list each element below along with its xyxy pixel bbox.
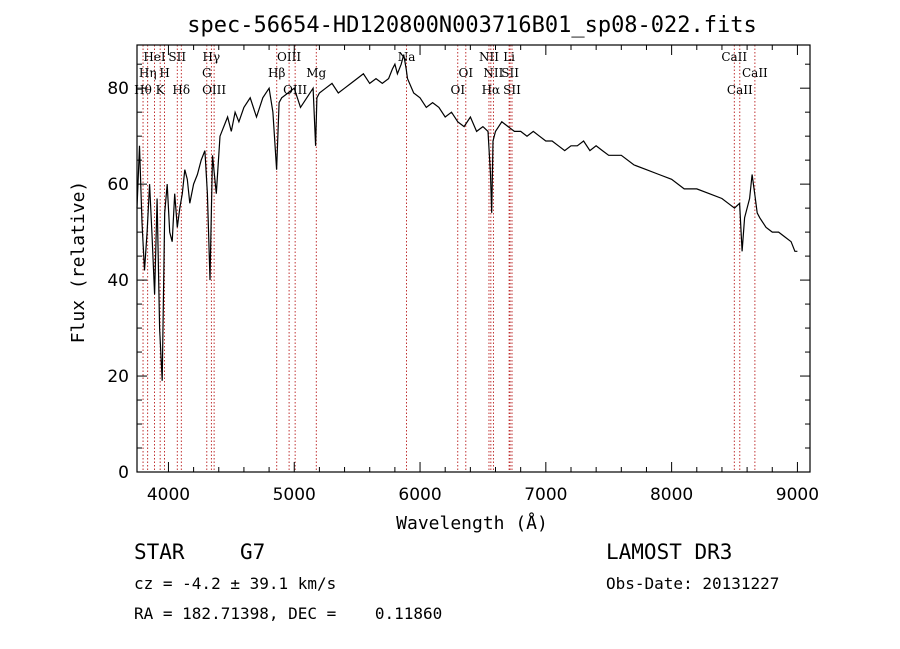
object-class: STAR <box>134 540 185 564</box>
y-tick-label: 20 <box>107 367 129 387</box>
survey-name: LAMOST DR3 <box>606 540 733 564</box>
line-label: G <box>202 66 212 80</box>
line-label: K <box>156 83 166 97</box>
line-label: SII <box>168 50 186 64</box>
line-label: NII <box>479 50 499 64</box>
x-tick-label: 8000 <box>650 485 693 505</box>
observation-date: Obs-Date: 20131227 <box>606 574 780 593</box>
x-axis-label: Wavelength (Å) <box>396 512 548 534</box>
x-tick-label: 5000 <box>273 485 316 505</box>
chart-title: spec-56654-HD120800N003716B01_sp08-022.f… <box>187 13 757 38</box>
line-label: H <box>159 66 169 80</box>
x-tick-label: 4000 <box>147 485 190 505</box>
y-tick-label: 0 <box>118 463 129 483</box>
line-label: Hβ <box>268 66 285 80</box>
line-label: CaII <box>721 50 747 64</box>
x-tick-label: 6000 <box>398 485 441 505</box>
spectral-line-labels: HθHηHeIKHSIIHδHγGOIIIHβOIIIOIIIMgNaOIOIN… <box>134 50 768 97</box>
line-label: OI <box>459 66 474 80</box>
y-tick-label: 80 <box>107 79 129 99</box>
y-tick-label: 60 <box>107 175 129 195</box>
axis-ticks: 4000 5000 6000 7000 8000 9000 0 20 40 60 80 <box>107 45 819 505</box>
line-label: NII <box>483 66 503 80</box>
line-label: Mg <box>306 66 326 80</box>
line-label: Hη <box>139 66 157 80</box>
line-label: CaII <box>742 66 768 80</box>
line-label: Hα <box>482 83 501 97</box>
line-label: SII <box>501 66 519 80</box>
spectrum-line <box>136 54 798 381</box>
line-label: SII <box>503 83 521 97</box>
coordinates-readout: RA = 182.71398, DEC = 0.11860 <box>134 604 443 623</box>
line-label: Hγ <box>203 50 221 64</box>
y-axis-label: Flux (relative) <box>68 181 89 344</box>
line-label: OI <box>450 83 465 97</box>
line-label: HeI <box>143 50 166 64</box>
x-tick-label: 7000 <box>524 485 567 505</box>
y-tick-label: 40 <box>107 271 129 291</box>
redshift-readout: cz = -4.2 ± 39.1 km/s <box>134 574 337 593</box>
line-label: Na <box>398 50 416 64</box>
x-tick-label: 9000 <box>776 485 819 505</box>
line-label: Hθ <box>134 83 152 97</box>
line-label: Hδ <box>172 83 190 97</box>
line-label: OIII <box>202 83 226 97</box>
line-label: OIII <box>277 50 301 64</box>
object-subclass: G7 <box>240 540 266 564</box>
spectral-line-markers <box>142 45 756 472</box>
plot-frame <box>136 44 811 473</box>
line-label: Li <box>503 50 515 64</box>
line-label: CaII <box>727 83 753 97</box>
